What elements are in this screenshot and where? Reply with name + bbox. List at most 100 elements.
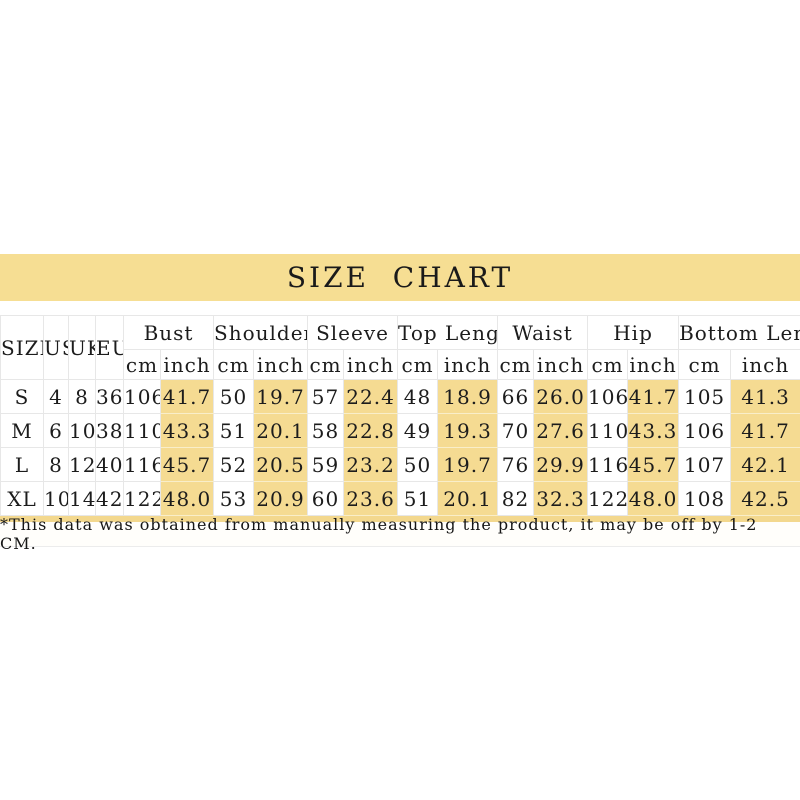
cell-bottom-length-cm: 108	[678, 481, 732, 516]
table-body: S 4 8 36 106 41.7 50 19.7 57 22.4 48 18.…	[0, 379, 800, 516]
corner-header-us: US	[43, 315, 69, 380]
cell-us: 6	[43, 413, 69, 448]
cell-top-length-inch: 19.7	[437, 447, 499, 482]
cell-top-length-cm: 50	[397, 447, 439, 482]
cell-sleeve-inch: 23.2	[343, 447, 399, 482]
cell-size: L	[0, 447, 44, 482]
cell-hip-cm: 110	[587, 413, 629, 448]
cell-top-length-cm: 49	[397, 413, 439, 448]
table-row-m: M 6 10 38 110 43.3 51 20.1 58 22.8 49 19…	[0, 413, 800, 448]
cell-hip-cm: 122	[587, 481, 629, 516]
note-row: *This data was obtained from manually me…	[0, 515, 800, 553]
group-header-waist: Waist	[497, 315, 589, 350]
cell-top-length-inch: 20.1	[437, 481, 499, 516]
cell-sleeve-inch: 22.8	[343, 413, 399, 448]
cell-sleeve-cm: 58	[307, 413, 345, 448]
group-header-shoulder: Shoulder	[213, 315, 309, 350]
cell-eu: 38	[95, 413, 124, 448]
cell-shoulder-cm: 52	[213, 447, 255, 482]
size-chart-table: SIZE US UK EU Bust Shoulder Sleeve Top L…	[0, 315, 800, 516]
cell-eu: 40	[95, 447, 124, 482]
separator-band	[0, 516, 800, 522]
cell-bust-inch: 43.3	[159, 413, 215, 448]
page-title: SIZE CHART	[286, 261, 514, 294]
cell-hip-inch: 45.7	[627, 447, 680, 482]
cell-bottom-length-cm: 105	[678, 379, 732, 414]
cell-top-length-inch: 18.9	[437, 379, 499, 414]
unit-header-cm: cm	[497, 349, 535, 380]
title-band: SIZE CHART	[0, 254, 800, 301]
group-header-bottom-length: Bottom Length	[678, 315, 800, 350]
cell-waist-inch: 27.6	[533, 413, 589, 448]
unit-header-inch: inch	[159, 349, 215, 380]
cell-shoulder-cm: 53	[213, 481, 255, 516]
unit-header-cm: cm	[213, 349, 255, 380]
cell-waist-cm: 66	[497, 379, 535, 414]
cell-shoulder-cm: 50	[213, 379, 255, 414]
group-header-hip: Hip	[587, 315, 680, 350]
cell-bust-cm: 122	[123, 481, 161, 516]
cell-sleeve-cm: 59	[307, 447, 345, 482]
table-row-xl: XL 10 14 42 122 48.0 53 20.9 60 23.6 51 …	[0, 481, 800, 516]
cell-hip-inch: 48.0	[627, 481, 680, 516]
table-row-l: L 8 12 40 116 45.7 52 20.5 59 23.2 50 19…	[0, 447, 800, 482]
unit-header-inch: inch	[627, 349, 680, 380]
cell-size: M	[0, 413, 44, 448]
cell-hip-cm: 116	[587, 447, 629, 482]
cell-bust-cm: 116	[123, 447, 161, 482]
cell-shoulder-cm: 51	[213, 413, 255, 448]
unit-header-inch: inch	[730, 349, 800, 380]
cell-bottom-length-inch: 42.1	[730, 447, 800, 482]
cell-waist-cm: 76	[497, 447, 535, 482]
group-header-sleeve: Sleeve	[307, 315, 399, 350]
cell-uk: 12	[68, 447, 96, 482]
group-header-top-length: Top Length	[397, 315, 499, 350]
cell-bottom-length-cm: 107	[678, 447, 732, 482]
cell-bust-cm: 110	[123, 413, 161, 448]
unit-header-cm: cm	[678, 349, 732, 380]
measurement-disclaimer: *This data was obtained from manually me…	[0, 515, 758, 553]
cell-us: 8	[43, 447, 69, 482]
cell-hip-cm: 106	[587, 379, 629, 414]
header-row-groups: SIZE US UK EU Bust Shoulder Sleeve Top L…	[0, 315, 800, 380]
cell-uk: 10	[68, 413, 96, 448]
cell-bust-inch: 48.0	[159, 481, 215, 516]
cell-hip-inch: 41.7	[627, 379, 680, 414]
cell-bottom-length-cm: 106	[678, 413, 732, 448]
cell-shoulder-inch: 20.9	[253, 481, 309, 516]
cell-uk: 8	[68, 379, 96, 414]
cell-size: XL	[0, 481, 44, 516]
cell-waist-inch: 32.3	[533, 481, 589, 516]
cell-shoulder-inch: 20.5	[253, 447, 309, 482]
unit-header-cm: cm	[587, 349, 629, 380]
unit-header-inch: inch	[437, 349, 499, 380]
cell-bust-inch: 41.7	[159, 379, 215, 414]
cell-waist-cm: 70	[497, 413, 535, 448]
cell-bust-cm: 106	[123, 379, 161, 414]
cell-eu: 42	[95, 481, 124, 516]
corner-header-uk: UK	[68, 315, 96, 380]
table-row-s: S 4 8 36 106 41.7 50 19.7 57 22.4 48 18.…	[0, 379, 800, 414]
cell-us: 4	[43, 379, 69, 414]
cell-hip-inch: 43.3	[627, 413, 680, 448]
unit-header-cm: cm	[123, 349, 161, 380]
cell-shoulder-inch: 19.7	[253, 379, 309, 414]
cell-size: S	[0, 379, 44, 414]
table-header: SIZE US UK EU Bust Shoulder Sleeve Top L…	[0, 315, 800, 380]
cell-us: 10	[43, 481, 69, 516]
cell-shoulder-inch: 20.1	[253, 413, 309, 448]
cell-bottom-length-inch: 41.3	[730, 379, 800, 414]
cell-bust-inch: 45.7	[159, 447, 215, 482]
unit-header-cm: cm	[307, 349, 345, 380]
cell-top-length-cm: 48	[397, 379, 439, 414]
corner-header-size: SIZE	[0, 315, 44, 380]
corner-header-eu: EU	[95, 315, 124, 380]
cell-waist-cm: 82	[497, 481, 535, 516]
cell-top-length-cm: 51	[397, 481, 439, 516]
cell-uk: 14	[68, 481, 96, 516]
cell-bottom-length-inch: 42.5	[730, 481, 800, 516]
cell-eu: 36	[95, 379, 124, 414]
cell-sleeve-inch: 23.6	[343, 481, 399, 516]
cell-waist-inch: 29.9	[533, 447, 589, 482]
